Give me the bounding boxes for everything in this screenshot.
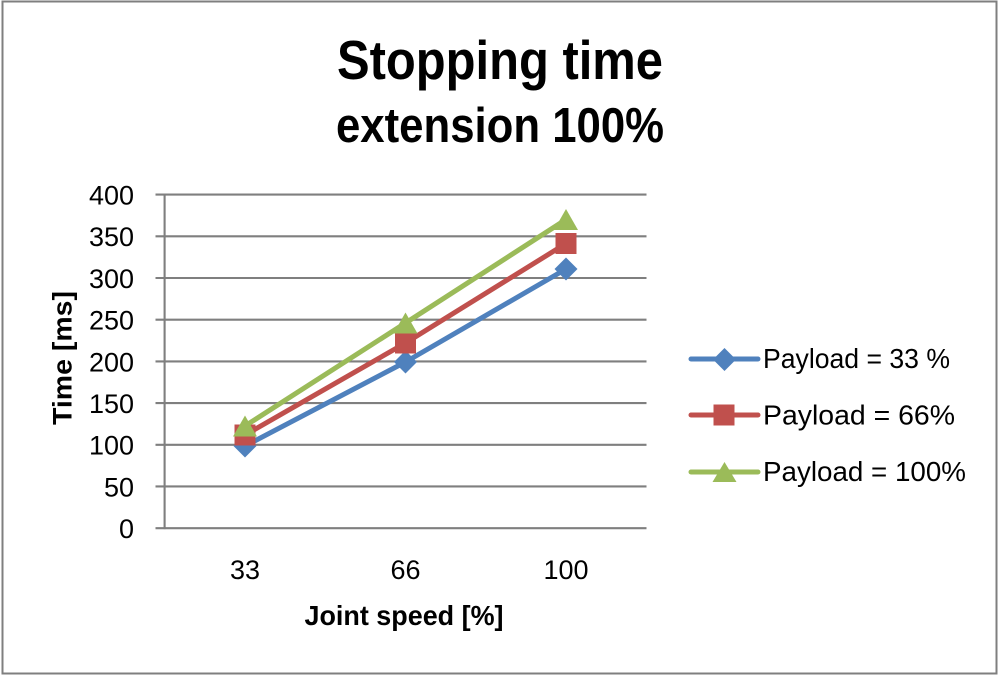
svg-text:400: 400 bbox=[89, 181, 134, 211]
svg-text:Time [ms]: Time [ms] bbox=[48, 291, 78, 425]
svg-text:200: 200 bbox=[89, 347, 134, 377]
svg-text:150: 150 bbox=[89, 389, 134, 419]
svg-text:Payload = 100%: Payload = 100% bbox=[763, 456, 966, 487]
svg-text:Payload = 66%: Payload = 66% bbox=[763, 400, 955, 431]
svg-text:33: 33 bbox=[230, 555, 260, 585]
svg-text:300: 300 bbox=[89, 264, 134, 294]
svg-text:100: 100 bbox=[89, 431, 134, 461]
svg-text:66: 66 bbox=[390, 555, 420, 585]
svg-text:0: 0 bbox=[119, 514, 134, 544]
svg-text:100: 100 bbox=[543, 555, 588, 585]
svg-text:Payload = 33 %: Payload = 33 % bbox=[763, 343, 950, 374]
svg-text:350: 350 bbox=[89, 222, 134, 252]
svg-text:Stopping time: Stopping time bbox=[337, 29, 663, 91]
svg-text:250: 250 bbox=[89, 306, 134, 336]
svg-text:50: 50 bbox=[104, 472, 134, 502]
svg-text:extension 100%: extension 100% bbox=[336, 99, 664, 153]
svg-text:Joint speed [%]: Joint speed [%] bbox=[305, 600, 504, 631]
